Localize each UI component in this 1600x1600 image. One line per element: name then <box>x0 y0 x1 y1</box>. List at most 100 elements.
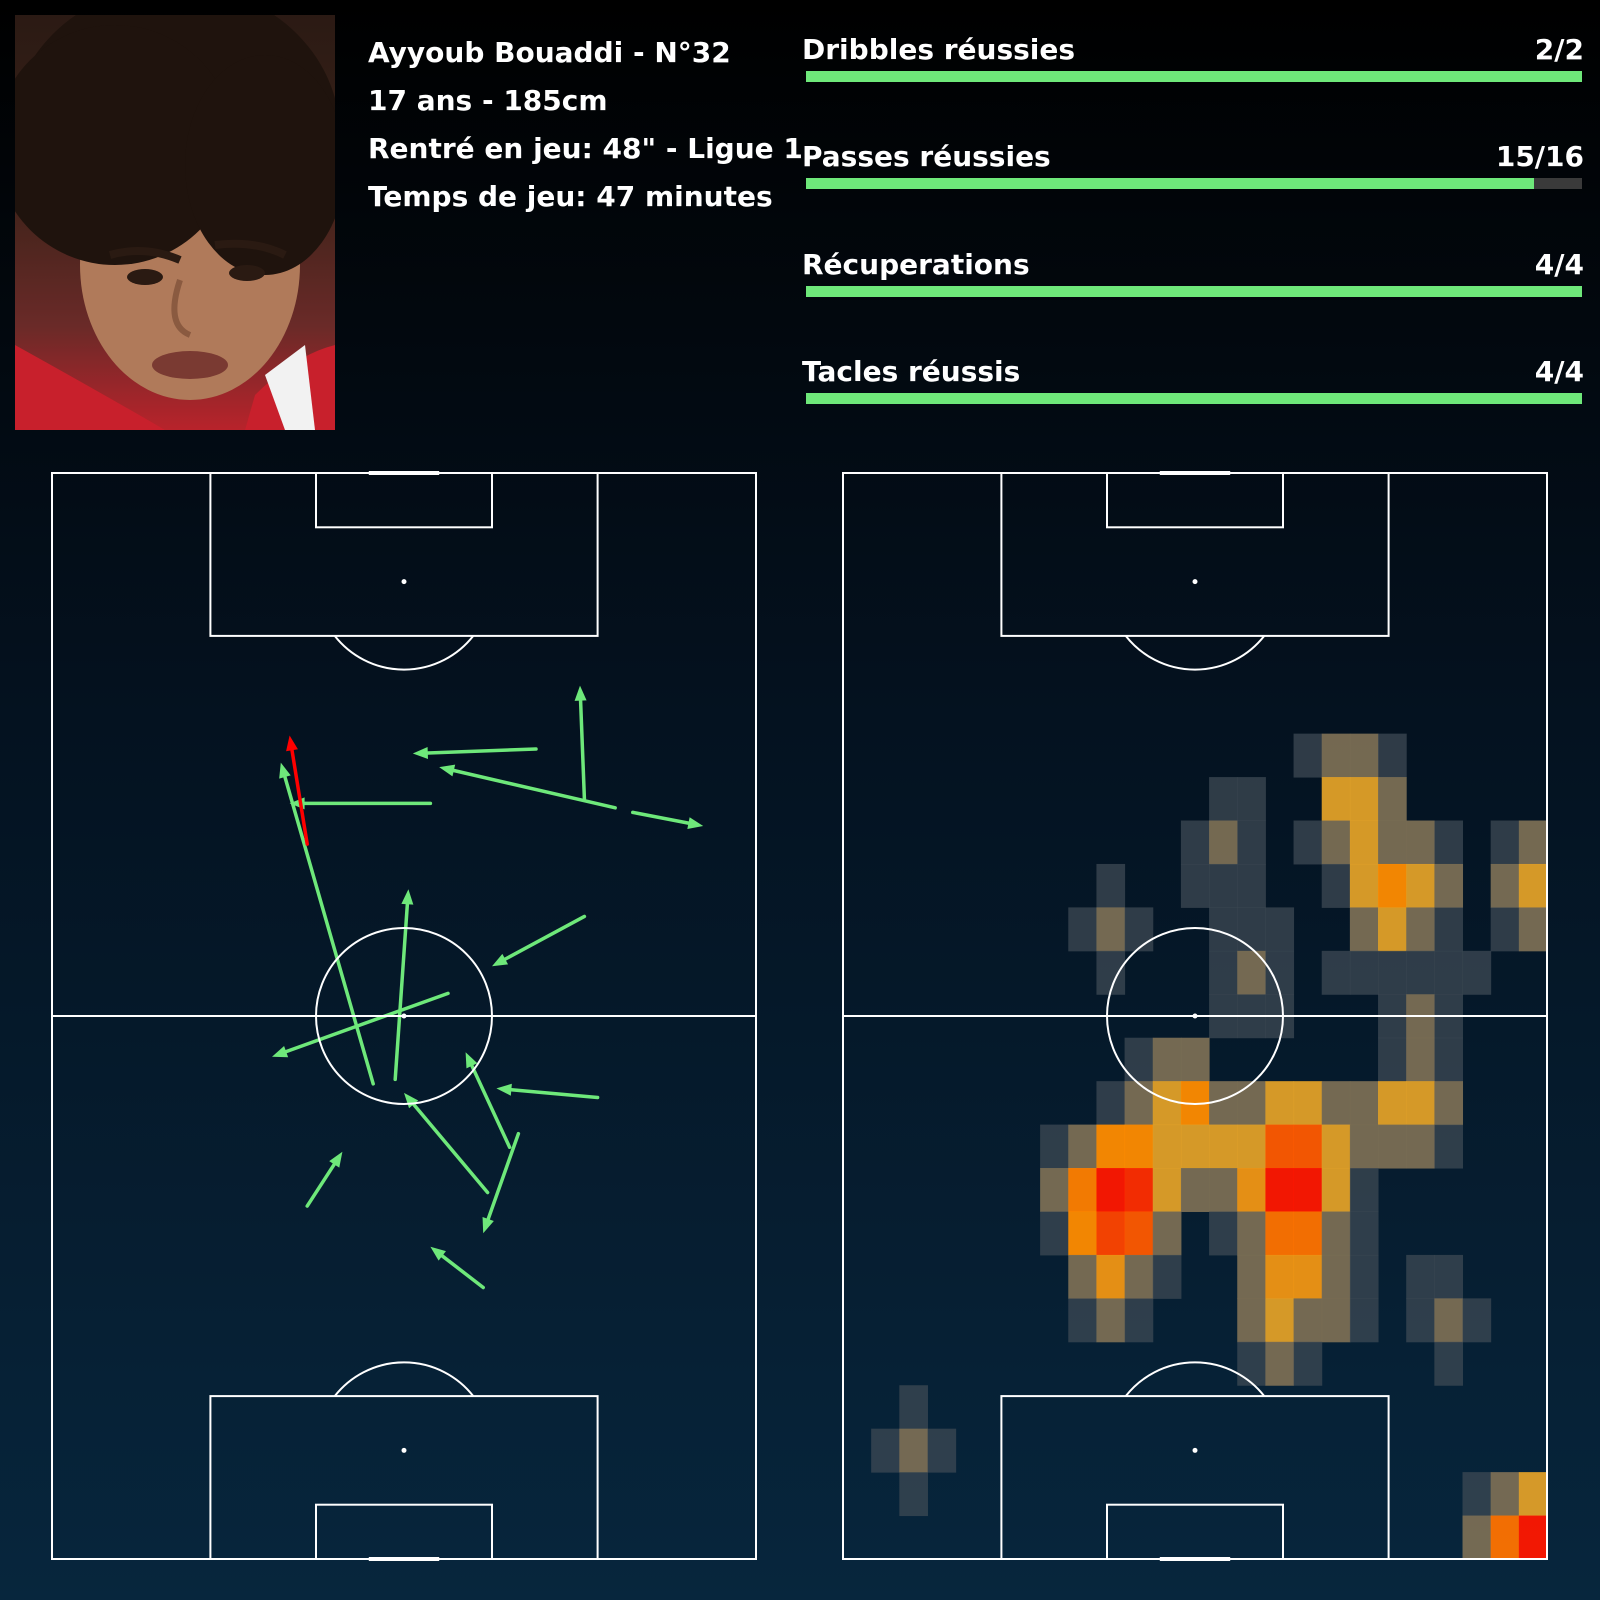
pass-arrowhead <box>286 735 298 752</box>
heatmap-cell <box>1180 1124 1210 1169</box>
stat-bar <box>806 71 1582 82</box>
pass-map-pitch <box>51 471 757 1561</box>
heatmap-cell <box>1209 863 1238 908</box>
penalty-box <box>1000 472 1390 637</box>
heatmap-cell <box>1237 1254 1266 1299</box>
player-photo <box>15 15 335 430</box>
center-spot <box>1192 1013 1198 1019</box>
heatmap-cell <box>1265 1298 1295 1343</box>
penalty-spot <box>1192 1447 1198 1453</box>
heatmap-cell <box>1490 1472 1520 1517</box>
heatmap-cell <box>1321 1168 1351 1212</box>
heatmap-cell <box>1349 863 1379 908</box>
stat-value: 2/2 <box>1534 33 1584 66</box>
heatmap-cell <box>1237 820 1266 865</box>
stat-value: 15/16 <box>1495 140 1584 173</box>
heatmap-cell <box>1378 820 1407 865</box>
penalty-box <box>209 472 599 637</box>
pass-arrowhead <box>404 1092 419 1109</box>
pass-arrow-success <box>631 810 704 830</box>
pass-arrow-success <box>439 764 617 810</box>
heatmap-cell <box>1040 1211 1069 1256</box>
pass-arrowhead <box>401 889 414 905</box>
pass-line <box>503 914 587 961</box>
heatmap-cell <box>1321 733 1351 778</box>
heatmap-cell <box>1265 1124 1295 1169</box>
pass-arrow-success <box>289 797 433 810</box>
heatmap-cell <box>1237 1298 1266 1343</box>
heatmap-cell <box>1518 820 1548 865</box>
heatmap-cell <box>1237 863 1266 908</box>
heatmap-cell <box>1293 1211 1323 1256</box>
pass-line <box>509 1087 600 1100</box>
pass-arrowhead <box>496 1083 512 1096</box>
heatmap-cell <box>1378 907 1407 952</box>
heatmap-cell <box>927 1428 957 1473</box>
heatmap-cell <box>1349 820 1379 865</box>
heatmap-cell <box>1406 1081 1435 1126</box>
pass-line <box>393 902 410 1082</box>
heatmap-cell <box>1152 1211 1182 1256</box>
heatmap-cell <box>1152 1254 1182 1299</box>
heatmap-cell <box>1152 1124 1182 1169</box>
pass-line <box>452 768 617 810</box>
heatmap-cell <box>1406 863 1435 908</box>
stat-bar <box>806 286 1582 297</box>
heatmap-cell <box>1321 1211 1351 1256</box>
heatmap-cell <box>1406 1254 1435 1299</box>
heatmap-cell <box>1321 1081 1351 1126</box>
six-yard-box <box>1106 472 1284 529</box>
heatmap-cell <box>1068 1298 1097 1343</box>
heatmap-cell <box>1406 1037 1435 1082</box>
pass-line <box>470 1064 512 1149</box>
pass-line <box>411 1102 490 1195</box>
pass-line <box>486 1131 521 1221</box>
heatmap-cell <box>1237 1168 1266 1212</box>
heatmap-cell <box>1293 1081 1323 1126</box>
heatmap-cell <box>1265 1211 1295 1256</box>
heatmap-cell <box>1124 1124 1154 1169</box>
heatmap-cell <box>1321 777 1351 822</box>
heatmap-cell <box>1265 1341 1295 1386</box>
penalty-box <box>209 1395 599 1560</box>
penalty-spot <box>401 1447 407 1453</box>
heatmap-cell <box>1124 907 1154 952</box>
heatmap-cell <box>1180 820 1210 865</box>
heatmap-cell <box>1068 907 1097 952</box>
pass-arrowhead <box>465 1052 478 1069</box>
player-name: Ayyoub Bouaddi - N°32 <box>368 36 731 69</box>
heatmap-cell <box>1378 1081 1407 1126</box>
heatmap-cell <box>1518 1515 1548 1560</box>
pass-line <box>426 747 538 755</box>
heatmap-cell <box>1349 1124 1379 1169</box>
heatmap-cell <box>1293 1254 1323 1299</box>
heatmap-cell <box>1349 1081 1379 1126</box>
stat-bar-fill <box>806 178 1534 189</box>
heatmap-cell <box>1096 907 1126 952</box>
heatmap-cell <box>1349 950 1379 995</box>
heatmap-cell <box>1462 1515 1492 1560</box>
stat-bar <box>806 178 1582 189</box>
heatmap-cell <box>1124 1254 1154 1299</box>
pass-arrow-fail <box>286 735 309 846</box>
pass-arrow-success <box>465 1052 512 1149</box>
stat-bar-fill <box>806 71 1582 82</box>
heatmap-cell <box>1349 1254 1379 1299</box>
heatmap-cell <box>1096 1124 1126 1169</box>
heatmap-cell <box>1152 1081 1182 1126</box>
heatmap-cell <box>1434 863 1464 908</box>
center-spot <box>401 1013 407 1019</box>
heatmap-cell <box>1068 1211 1097 1256</box>
pass-arrow-success <box>574 685 587 801</box>
six-yard-box <box>1106 1503 1284 1560</box>
heatmap-cell <box>1462 950 1492 995</box>
heatmap-cell <box>1518 1472 1548 1517</box>
stat-label: Tacles réussis <box>802 355 1021 388</box>
heatmap-cell <box>1040 1168 1069 1212</box>
heatmap-cell <box>1434 1081 1464 1126</box>
heatmap-cell <box>1349 777 1379 822</box>
heatmap-cell <box>1068 1254 1097 1299</box>
stat-bar <box>806 393 1582 404</box>
heatmap-cell <box>1152 1168 1182 1212</box>
heatmap-cell <box>1434 1341 1464 1386</box>
